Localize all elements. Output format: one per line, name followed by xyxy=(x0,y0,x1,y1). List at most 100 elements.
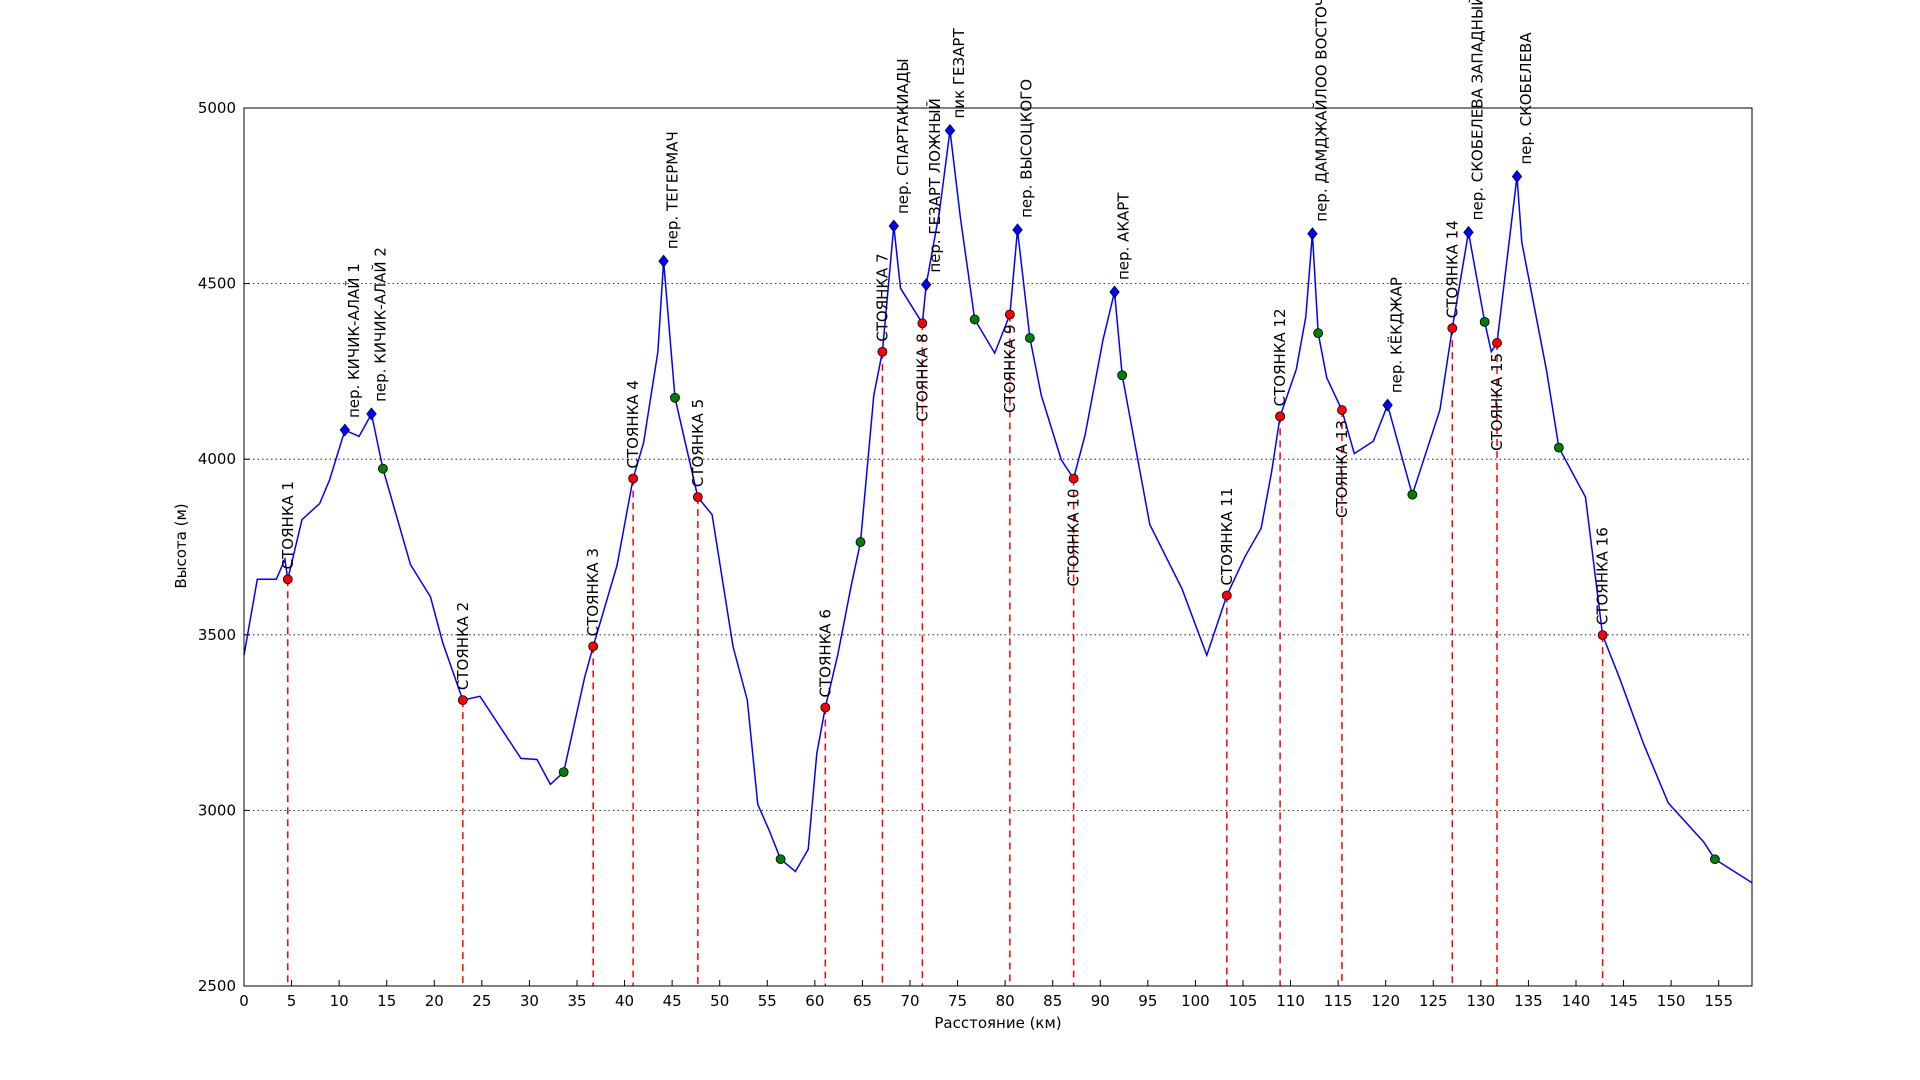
x-tick-label: 5 xyxy=(287,992,297,1010)
pass-marker xyxy=(1511,170,1523,183)
camp-marker xyxy=(1221,590,1232,601)
camp-marker xyxy=(1447,323,1458,334)
x-tick-label: 105 xyxy=(1229,992,1258,1010)
waypoint xyxy=(855,537,866,547)
pass-marker xyxy=(1307,227,1318,241)
x-tick-label: 125 xyxy=(1419,992,1448,1010)
pass-marker xyxy=(1012,223,1023,237)
camp-label: СТОЯНКА 14 xyxy=(1443,220,1461,318)
camp-marker xyxy=(820,702,831,713)
pass-marker xyxy=(888,219,900,233)
x-tick-label: 85 xyxy=(1043,992,1062,1010)
pass-marker xyxy=(1382,398,1393,412)
camp-marker xyxy=(1275,411,1285,422)
pass-label: пер. ТЕГЕРМАЧ xyxy=(664,131,682,249)
camp-label: СТОЯНКА 5 xyxy=(689,399,707,487)
x-tick-label: 0 xyxy=(239,992,249,1010)
waypoint xyxy=(1024,333,1035,343)
camp-label: СТОЯНКА 1 xyxy=(279,481,297,569)
pass-label: пер. ГЕЗАРТ ЛОЖНЫЙ xyxy=(925,98,944,273)
pass-marker xyxy=(920,278,932,292)
waypoint xyxy=(1117,370,1128,381)
x-tick-label: 120 xyxy=(1371,992,1400,1010)
camp-label: СТОЯНКА 2 xyxy=(454,602,472,690)
x-tick-label: 65 xyxy=(853,992,872,1010)
camp-marker xyxy=(457,695,468,706)
pass-label: пер. КЁКДЖАР xyxy=(1387,277,1406,393)
camp-marker xyxy=(692,492,703,503)
waypoint xyxy=(1479,316,1490,327)
x-tick-label: 40 xyxy=(615,992,634,1010)
x-tick-label: 100 xyxy=(1181,992,1210,1010)
x-tick-label: 150 xyxy=(1657,992,1686,1010)
waypoint xyxy=(558,767,569,778)
pass-marker xyxy=(1463,225,1474,239)
camp-label: СТОЯНКА 13 xyxy=(1333,420,1351,518)
y-tick-label: 3000 xyxy=(198,801,236,819)
camp-label: СТОЯНКА 15 xyxy=(1488,353,1506,451)
pass-label: пер. ВЫСОЦКОГО xyxy=(1018,79,1036,218)
x-tick-label: 135 xyxy=(1514,992,1543,1010)
y-tick-label: 3500 xyxy=(198,626,236,644)
x-tick-label: 15 xyxy=(377,992,396,1010)
y-tick-label: 5000 xyxy=(198,99,236,117)
pass-marker xyxy=(658,254,669,268)
camp-label: СТОЯНКА 4 xyxy=(624,380,642,468)
pass-label: пер. КИЧИК-АЛАЙ 2 xyxy=(370,247,389,402)
x-tick-label: 80 xyxy=(996,992,1015,1010)
camp-marker xyxy=(917,318,928,329)
waypoint xyxy=(1313,328,1324,339)
x-tick-label: 45 xyxy=(663,992,682,1010)
x-tick-label: 50 xyxy=(710,992,729,1010)
pass-marker xyxy=(339,423,351,437)
x-tick-label: 115 xyxy=(1324,992,1353,1010)
pass-label: пер. АКАРТ xyxy=(1115,192,1133,280)
camp-label: СТОЯНКА 11 xyxy=(1218,488,1236,586)
x-tick-label: 110 xyxy=(1276,992,1305,1010)
pass-label: пер. СКОБЕЛЕВА xyxy=(1517,32,1535,165)
waypoint xyxy=(969,314,980,325)
profile-line xyxy=(243,130,1753,884)
x-tick-label: 145 xyxy=(1609,992,1638,1010)
camp-marker xyxy=(1337,405,1347,415)
x-tick-label: 75 xyxy=(948,992,967,1010)
camp-label: СТОЯНКА 3 xyxy=(584,548,602,636)
pass-marker xyxy=(1109,285,1120,299)
camp-label: СТОЯНКА 8 xyxy=(913,333,931,421)
camp-marker xyxy=(1004,309,1015,320)
waypoint xyxy=(378,463,388,474)
x-tick-label: 140 xyxy=(1562,992,1591,1010)
camp-label: СТОЯНКА 10 xyxy=(1065,489,1083,587)
pass-marker xyxy=(366,407,377,421)
x-tick-label: 30 xyxy=(520,992,539,1010)
camp-label: СТОЯНКА 6 xyxy=(816,609,834,697)
camp-label: СТОЯНКА 12 xyxy=(1271,308,1289,406)
x-tick-label: 70 xyxy=(900,992,919,1010)
waypoint xyxy=(670,392,680,403)
x-tick-label: 55 xyxy=(758,992,777,1010)
waypoint xyxy=(775,854,786,865)
y-tick-label: 2500 xyxy=(198,977,236,995)
camp-marker xyxy=(1068,473,1079,484)
waypoint xyxy=(1553,442,1564,453)
camp-marker xyxy=(628,473,639,484)
camp-label: СТОЯНКА 9 xyxy=(1001,325,1019,413)
pass-label: пик ГЕЗАРТ xyxy=(950,28,968,119)
x-axis-label: Расстояние (км) xyxy=(934,1014,1061,1032)
x-tick-label: 20 xyxy=(425,992,444,1010)
camp-marker xyxy=(588,641,599,652)
x-tick-label: 60 xyxy=(805,992,824,1010)
pass-label: пер. СКОБЕЛЕВА ЗАПАДНЫЙ xyxy=(1467,0,1486,220)
x-tick-label: 90 xyxy=(1091,992,1110,1010)
camp-marker xyxy=(877,346,888,357)
camp-label: СТОЯНКА 16 xyxy=(1594,527,1612,625)
y-tick-label: 4000 xyxy=(198,450,236,468)
x-tick-label: 25 xyxy=(472,992,491,1010)
y-tick-label: 4500 xyxy=(198,275,236,293)
pass-label: пер. КИЧИК-АЛАЙ 1 xyxy=(344,263,363,418)
camp-marker xyxy=(1597,630,1608,641)
pass-label: пер. ДАМДЖАЙЛОО ВОСТОЧНЫЙ xyxy=(1311,0,1330,222)
plot-frame xyxy=(243,107,1753,987)
